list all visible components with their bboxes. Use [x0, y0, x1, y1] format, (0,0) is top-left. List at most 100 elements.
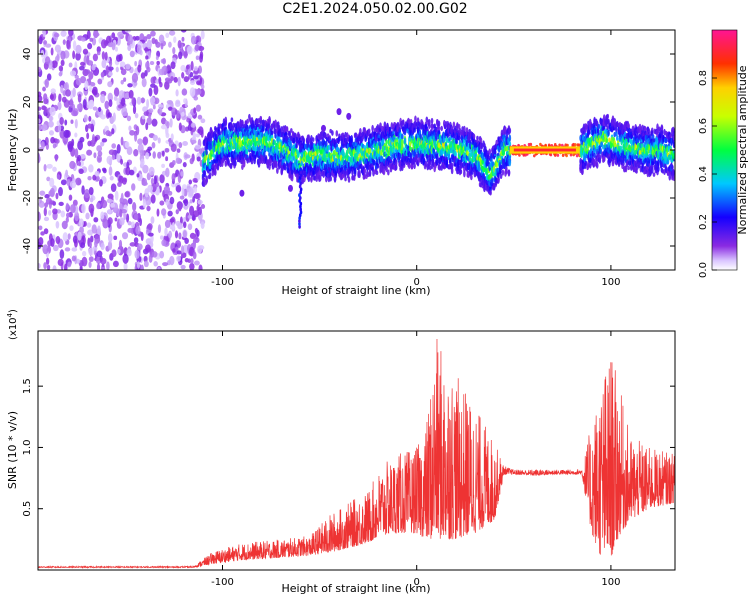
noise-speckle	[77, 93, 82, 103]
noise-speckle	[147, 184, 154, 193]
noise-speckle	[105, 65, 109, 75]
noise-speckle	[48, 120, 54, 128]
noise-speckle	[116, 97, 120, 107]
noise-speckle	[133, 213, 139, 221]
noise-speckle	[104, 100, 110, 110]
noise-speckle	[183, 98, 187, 104]
noise-speckle	[123, 111, 128, 116]
noise-speckle	[89, 99, 95, 108]
noise-speckle	[46, 163, 53, 169]
noise-speckle	[198, 264, 203, 270]
noise-speckle	[134, 60, 138, 67]
noise-speckle	[45, 257, 50, 265]
noise-speckle	[172, 248, 176, 253]
noise-speckle	[151, 37, 156, 45]
noise-speckle	[112, 112, 116, 122]
spectral-point	[230, 117, 234, 123]
noise-speckle	[132, 202, 137, 212]
noise-speckle	[45, 43, 52, 48]
noise-speckle	[124, 30, 132, 33]
noise-speckle	[84, 80, 89, 91]
spectral-point	[368, 169, 372, 176]
spectral-point	[203, 169, 207, 178]
noise-speckle	[145, 200, 150, 206]
noise-speckle	[176, 148, 181, 153]
noise-speckle	[136, 261, 140, 269]
noise-speckle	[164, 147, 170, 153]
noise-speckle	[52, 208, 58, 215]
spectral-point	[358, 172, 361, 179]
noise-speckle	[96, 202, 101, 210]
spectral-point	[318, 174, 322, 182]
spectral-point	[363, 168, 367, 175]
noise-speckle	[139, 192, 143, 201]
noise-speckle	[166, 121, 170, 129]
noise-speckle	[197, 245, 203, 254]
noise-speckle	[135, 225, 141, 235]
spectral-point	[327, 144, 331, 151]
noise-speckle	[183, 50, 188, 59]
noise-speckle	[158, 106, 163, 116]
spectral-point	[482, 172, 485, 178]
noise-speckle	[183, 198, 189, 207]
noise-speckle	[58, 186, 63, 197]
noise-speckle	[96, 250, 103, 258]
noise-speckle	[181, 72, 185, 79]
noise-speckle	[94, 239, 98, 248]
noise-speckle	[148, 113, 152, 119]
spectral-point	[273, 139, 277, 146]
noise-speckle	[81, 185, 85, 195]
noise-speckle	[159, 250, 165, 259]
noise-speckle	[43, 106, 48, 113]
noise-speckle	[107, 240, 113, 251]
noise-speckle	[153, 175, 157, 185]
noise-speckle	[180, 171, 184, 177]
noise-speckle	[148, 108, 154, 114]
noise-speckle	[150, 83, 156, 88]
noise-speckle	[38, 211, 41, 222]
spectral-point	[505, 167, 508, 175]
noise-speckle	[175, 184, 182, 193]
noise-speckle	[127, 83, 133, 88]
noise-speckle	[173, 76, 178, 83]
spectral-point	[428, 123, 431, 130]
noise-speckle	[100, 114, 106, 120]
spectral-point	[234, 160, 237, 167]
spectral-point	[410, 164, 414, 170]
spectral-point	[597, 123, 601, 130]
noise-speckle	[161, 239, 167, 247]
noise-speckle	[201, 84, 205, 90]
noise-speckle	[106, 198, 113, 204]
noise-speckle	[55, 138, 60, 144]
noise-speckle	[141, 181, 148, 186]
spectral-point	[598, 157, 602, 164]
noise-speckle	[43, 216, 50, 222]
noise-speckle	[120, 68, 127, 76]
noise-speckle	[146, 66, 151, 73]
noise-speckle	[97, 150, 103, 157]
noise-speckle	[164, 80, 170, 90]
noise-speckle	[75, 52, 81, 61]
noise-speckle	[86, 60, 94, 66]
spectral-point	[208, 172, 212, 180]
noise-speckle	[180, 252, 187, 259]
noise-speckle	[100, 257, 107, 265]
noise-speckle	[139, 149, 145, 157]
noise-speckle	[96, 46, 101, 53]
spectral-point	[518, 153, 521, 157]
spectral-point	[276, 167, 279, 174]
noise-speckle	[162, 58, 167, 65]
noise-speckle	[146, 34, 152, 40]
noise-speckle	[38, 95, 43, 103]
noise-speckle	[57, 258, 64, 267]
noise-speckle	[38, 262, 41, 269]
noise-speckle	[80, 61, 86, 66]
noise-speckle	[88, 256, 94, 262]
noise-speckle	[91, 64, 96, 71]
noise-speckle	[100, 39, 107, 49]
noise-speckle	[197, 45, 205, 52]
noise-speckle	[96, 51, 101, 56]
spectral-point	[470, 174, 473, 181]
